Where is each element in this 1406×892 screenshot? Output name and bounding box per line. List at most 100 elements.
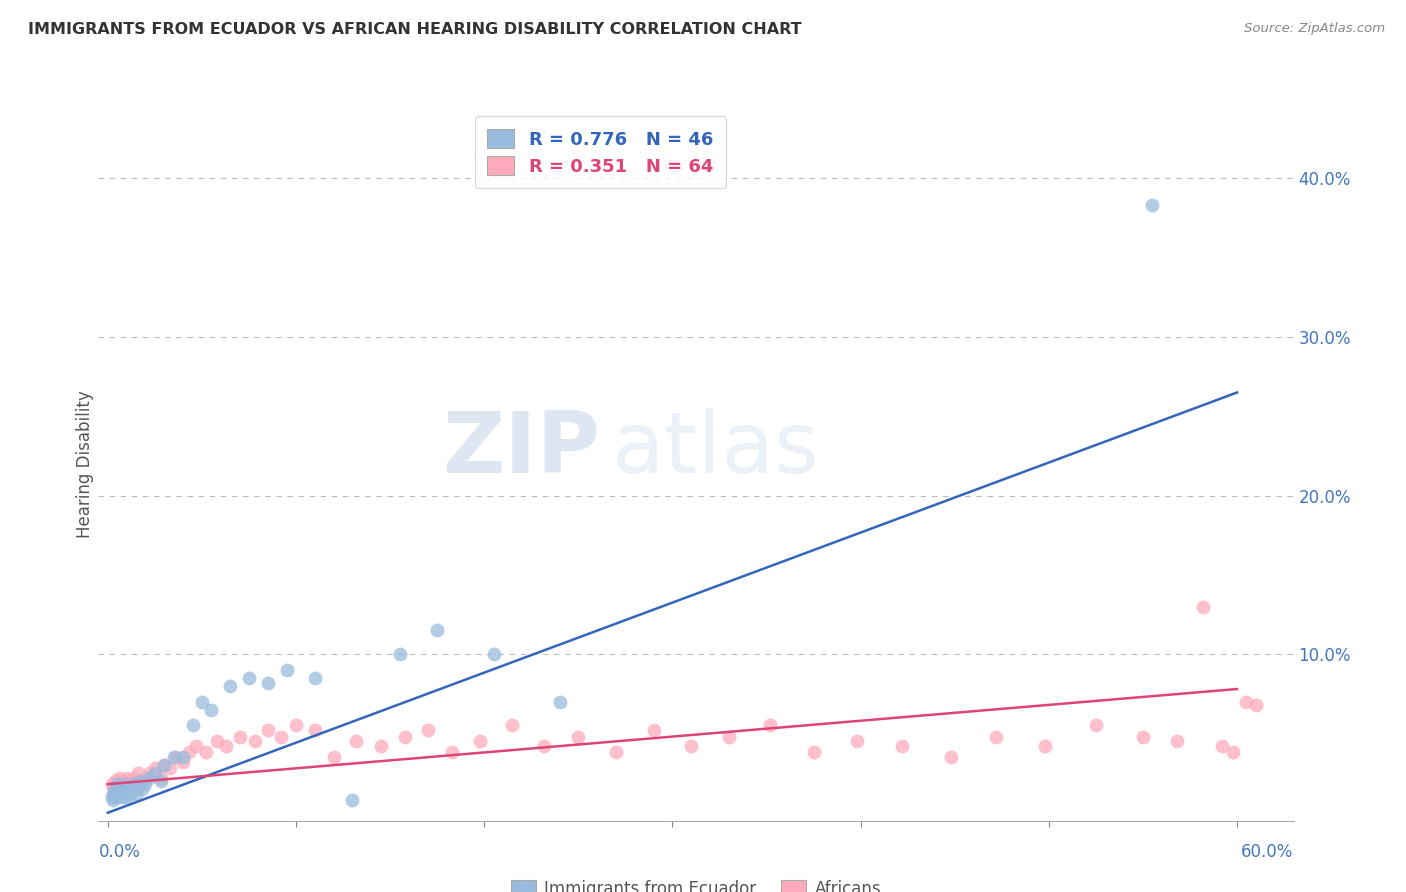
Point xyxy=(172,750,194,764)
Point xyxy=(441,746,464,760)
Point xyxy=(120,774,142,789)
Point xyxy=(219,679,242,693)
Point xyxy=(200,703,222,717)
Point xyxy=(100,777,122,791)
Point xyxy=(103,780,125,795)
Point xyxy=(191,695,214,709)
Point xyxy=(153,758,176,772)
Point xyxy=(891,739,914,753)
Point xyxy=(186,739,208,753)
Point xyxy=(605,746,627,760)
Point xyxy=(1236,695,1258,709)
Text: Source: ZipAtlas.com: Source: ZipAtlas.com xyxy=(1244,22,1385,36)
Point xyxy=(115,771,138,785)
Point xyxy=(172,755,194,769)
Point xyxy=(256,723,278,738)
Point xyxy=(127,766,149,780)
Point xyxy=(122,777,145,791)
Point xyxy=(215,739,238,753)
Point xyxy=(165,750,187,764)
Point xyxy=(108,783,131,797)
Point xyxy=(304,723,326,738)
Point xyxy=(342,793,364,807)
Point xyxy=(125,787,148,801)
Point xyxy=(138,766,160,780)
Legend: Immigrants from Ecuador, Africans: Immigrants from Ecuador, Africans xyxy=(505,873,887,892)
Point xyxy=(388,647,411,661)
Point xyxy=(533,739,555,753)
Point xyxy=(470,734,492,748)
Point xyxy=(104,789,127,804)
Point xyxy=(110,777,132,791)
Point xyxy=(1244,698,1267,712)
Point xyxy=(128,774,150,789)
Point xyxy=(111,774,134,789)
Point xyxy=(567,730,589,744)
Point xyxy=(163,750,186,764)
Point xyxy=(270,730,292,744)
Point xyxy=(108,789,131,804)
Text: ZIP: ZIP xyxy=(443,408,600,491)
Point xyxy=(115,783,138,797)
Point xyxy=(127,780,149,795)
Point xyxy=(845,734,868,748)
Point xyxy=(159,761,181,775)
Point xyxy=(125,777,148,791)
Point xyxy=(114,787,136,801)
Point xyxy=(482,647,505,661)
Point xyxy=(548,695,571,709)
Point xyxy=(416,723,439,738)
Point xyxy=(238,671,260,685)
Point xyxy=(370,739,392,753)
Point xyxy=(117,780,139,795)
Point xyxy=(103,787,125,801)
Point xyxy=(1142,198,1164,212)
Point xyxy=(643,723,665,738)
Point xyxy=(1033,739,1056,753)
Point xyxy=(121,780,143,795)
Point xyxy=(105,777,128,791)
Point xyxy=(111,789,134,804)
Point xyxy=(177,746,200,760)
Point xyxy=(986,730,1008,744)
Point xyxy=(717,730,740,744)
Point xyxy=(108,771,131,785)
Point xyxy=(131,774,153,789)
Point xyxy=(256,675,278,690)
Point xyxy=(143,766,166,780)
Point xyxy=(134,771,156,785)
Point xyxy=(194,746,217,760)
Point xyxy=(344,734,367,748)
Point xyxy=(111,781,134,796)
Point xyxy=(114,780,136,795)
Point xyxy=(104,781,127,796)
Point xyxy=(110,780,132,795)
Point xyxy=(228,730,250,744)
Text: atlas: atlas xyxy=(612,408,820,491)
Point xyxy=(117,777,139,791)
Point xyxy=(759,718,782,732)
Point xyxy=(285,718,308,732)
Y-axis label: Hearing Disability: Hearing Disability xyxy=(76,390,94,538)
Point xyxy=(426,624,449,638)
Point xyxy=(1084,718,1107,732)
Point xyxy=(322,750,344,764)
Point xyxy=(105,787,128,801)
Point xyxy=(939,750,962,764)
Point xyxy=(153,758,176,772)
Text: 0.0%: 0.0% xyxy=(98,843,141,861)
Point xyxy=(131,781,153,796)
Point xyxy=(105,781,128,796)
Point xyxy=(205,734,228,748)
Point xyxy=(276,663,298,677)
Point xyxy=(103,793,125,807)
Point xyxy=(100,789,122,804)
Point xyxy=(1132,730,1154,744)
Point xyxy=(115,789,138,804)
Point xyxy=(1192,599,1215,614)
Point xyxy=(803,746,825,760)
Point xyxy=(243,734,266,748)
Point xyxy=(114,777,136,791)
Point xyxy=(134,777,156,791)
Point xyxy=(143,761,166,775)
